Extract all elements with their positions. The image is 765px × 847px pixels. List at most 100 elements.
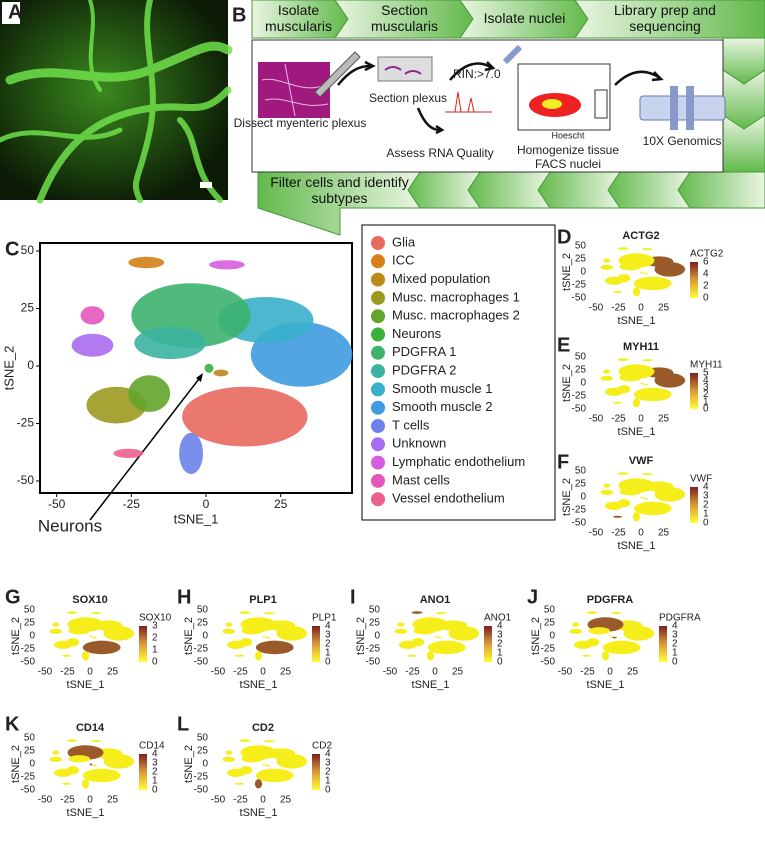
cell-cluster [265,636,270,639]
x-tick-label: -50 [589,528,604,539]
y-tick-label: -50 [366,657,381,668]
x-axis-label: tSNE_1 [412,679,450,691]
cell-cluster [633,387,672,402]
color-scale [690,373,698,409]
cell-cluster [413,627,436,635]
cell-cluster [619,263,641,271]
workflow-label: 10X Genomics [643,134,722,148]
y-tick-label: 25 [197,746,209,757]
cell-cluster [426,651,435,661]
y-tick-label: 25 [24,746,36,757]
scale-tick-label: 1 [497,648,503,659]
panel-letter: I [350,586,356,608]
cell-cluster [92,636,97,639]
legend-swatch [371,254,385,269]
legend-swatch [371,492,385,507]
color-scale [690,487,698,523]
cell-cluster [82,768,121,783]
x-axis-label: tSNE_1 [618,315,656,327]
y-tick-label: -25 [572,280,587,291]
annotation-arrow [89,374,203,521]
cell-cluster [235,654,245,657]
legend-label: Vessel endothelium [392,491,505,506]
legend-swatch [371,419,385,433]
cell-cluster [66,611,78,614]
cell-cluster [225,750,233,755]
scale-tick-label: 2 [497,639,503,650]
panel-letter: L [177,713,189,735]
legend-label: Mixed population [392,271,490,286]
gene-title: VWF [629,455,654,467]
cell-cluster [225,622,233,627]
expressing-cluster [612,636,617,639]
cell-cluster [68,755,90,763]
x-axis-label: tSNE_1 [174,511,219,526]
scale-tick-label: 4 [672,621,678,632]
legend-swatch [371,272,385,287]
cell-cluster [213,369,229,377]
y-tick-label: -25 [572,505,587,516]
annotation-arrowhead [196,373,203,382]
scale-tick-label: 4 [703,482,709,493]
cell-cluster [613,401,623,404]
workflow-label: Hoescht [551,130,585,140]
gene-title: CD14 [76,722,105,734]
scale-tick-label: 3 [703,491,709,502]
x-tick-label: 0 [638,528,644,539]
y-tick-label: 25 [21,301,35,315]
legend-swatch [371,327,385,342]
x-tick-label: -25 [233,667,248,678]
x-tick-label: 25 [107,667,119,678]
scale-tick-label: 0 [703,404,709,415]
micrograph [0,0,233,204]
legend-label: Musc. macrophages 1 [392,289,520,304]
scale-tick-label: 1 [672,648,678,659]
y-axis-label: tSNE_2 [10,617,22,655]
scale-title: SOX10 [139,613,172,624]
panel-letter: J [527,586,538,608]
cell-cluster [92,764,97,767]
cell-cluster [632,287,641,297]
x-tick-label: -25 [580,667,595,678]
workflow-step: Filter cells and identify subtypes [270,174,409,206]
cell-cluster [208,260,245,270]
scale-title: VWF [690,474,712,485]
y-tick-label: -50 [194,657,209,668]
y-tick-label: -25 [366,644,381,655]
scale-tick-label: 3 [325,758,331,769]
scale-tick-label: 4 [703,375,709,386]
scale-tick-label: 1 [325,648,331,659]
y-axis-label: tSNE_2 [183,745,195,783]
x-tick-label: 0 [432,667,438,678]
x-axis-label: tSNE_1 [240,807,278,819]
x-tick-label: -50 [589,414,604,425]
y-tick-label: -25 [194,644,209,655]
panel-letter: C [5,238,19,260]
y-tick-label: 50 [575,352,587,363]
cell-cluster [603,483,611,488]
legend-swatch [371,455,385,470]
cell-cluster [619,374,641,382]
x-tick-label: 0 [87,667,93,678]
cell-cluster [437,636,442,639]
y-tick-label: 50 [575,466,587,477]
scale-tick-label: 1 [152,645,158,656]
color-scale [690,262,698,298]
x-axis-label: tSNE_1 [67,679,105,691]
scale-tick-label: 0 [703,293,709,304]
workflow-step: Library prep and sequencing [614,2,716,34]
cell-cluster [66,638,80,647]
gene-title: ANO1 [420,594,451,606]
color-scale [139,754,147,790]
cell-cluster [617,247,629,250]
expressing-cluster [613,515,623,518]
cell-cluster [434,635,438,638]
panel-letter: E [557,334,570,356]
legend-swatch [371,382,385,397]
legend-label: ICC [392,253,414,268]
scale-tick-label: 0 [672,657,678,668]
scale-tick-label: 4 [703,269,709,280]
workflow-label: Homogenize tissue [517,143,619,157]
legend-swatch [371,400,385,415]
